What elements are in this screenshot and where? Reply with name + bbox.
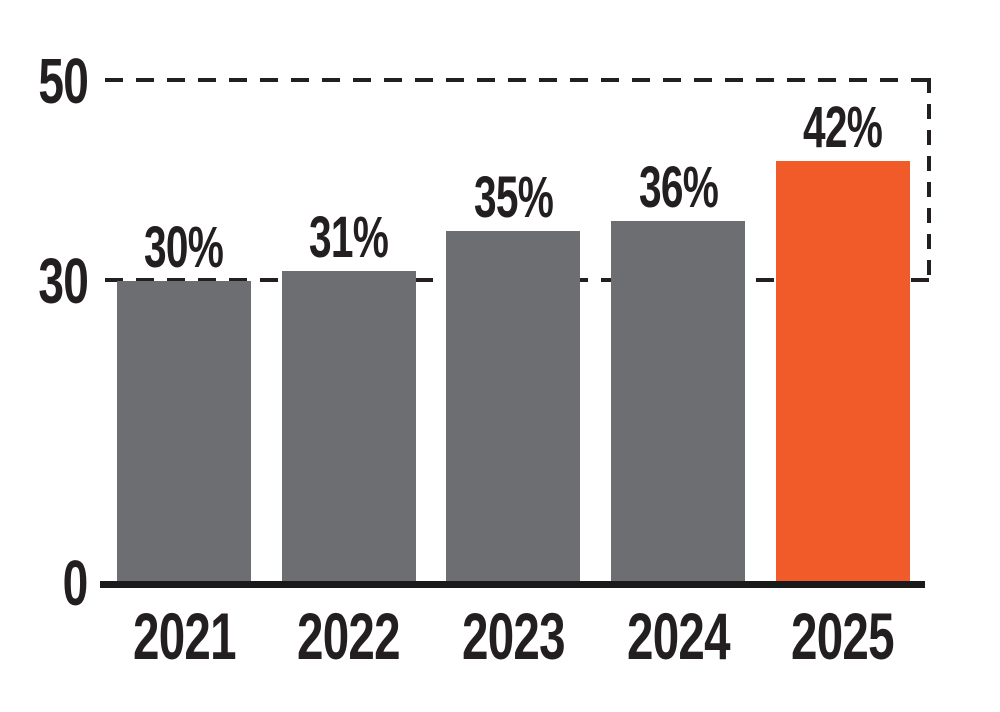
x-axis-baseline	[100, 581, 925, 588]
value-label-2023: 35%	[473, 165, 554, 230]
bar-2024	[611, 221, 746, 581]
bar-2021	[117, 281, 251, 581]
bar-2023	[446, 231, 581, 581]
x-axis-label-2022: 2022	[297, 599, 401, 673]
value-label-2022: 31%	[309, 205, 389, 270]
x-axis-label-2024: 2024	[626, 599, 731, 673]
y-axis-tick-30: 30	[38, 245, 89, 317]
gridline-50-dashed	[105, 78, 930, 82]
value-label-2025: 42%	[803, 95, 883, 160]
x-axis-label-2023: 2023	[461, 599, 566, 673]
right-dashed-connector	[927, 78, 931, 282]
x-axis-label-2021: 2021	[132, 599, 237, 673]
bar-2022	[281, 271, 416, 581]
y-axis-tick-0: 0	[63, 547, 89, 619]
y-axis-tick-50: 50	[38, 45, 89, 117]
value-label-2024: 36%	[638, 155, 719, 220]
x-axis-label-2025: 2025	[791, 599, 895, 673]
value-label-2021: 30%	[144, 215, 224, 280]
bar-2025-highlight	[775, 161, 910, 581]
